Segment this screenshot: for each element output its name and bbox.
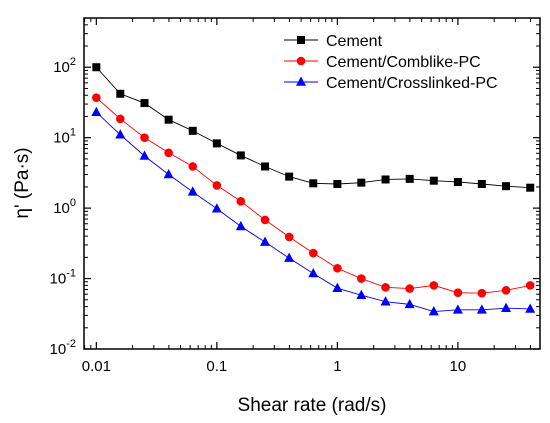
legend-marker-cement	[297, 36, 305, 44]
series-cement-comblike-pc	[92, 93, 535, 298]
series-cement-crosslinked-pc	[91, 106, 536, 316]
data-point-cement-comblike-pc	[92, 93, 101, 102]
y-axis-title: η' (Pa·s)	[12, 147, 33, 218]
data-point-cement-crosslinked-pc	[476, 304, 487, 314]
data-point-cement	[164, 115, 173, 124]
y-tick-exponent: 1	[70, 127, 76, 139]
data-point-cement-crosslinked-pc	[115, 129, 126, 139]
y-tick-label: 10-1	[50, 268, 76, 288]
legend-item-cement: Cement	[284, 33, 383, 50]
data-point-cement-crosslinked-pc	[501, 302, 512, 312]
data-point-cement-crosslinked-pc	[428, 306, 439, 316]
series-line-cement-comblike-pc	[96, 97, 531, 294]
plot-frame	[83, 17, 541, 350]
data-point-cement	[261, 162, 270, 171]
data-point-cement-comblike-pc	[477, 288, 487, 298]
x-tick-label: 1	[333, 358, 341, 375]
data-point-cement	[477, 179, 486, 188]
data-point-cement-crosslinked-pc	[356, 289, 367, 300]
data-point-cement	[526, 183, 535, 192]
y-tick-label: 100	[53, 197, 76, 217]
data-point-cement-comblike-pc	[405, 284, 414, 293]
data-point-cement-crosslinked-pc	[187, 186, 198, 196]
data-point-cement	[116, 89, 125, 98]
legend-label-cement-comblike-pc: Cement/Comblike-PC	[326, 54, 481, 71]
data-point-cement-crosslinked-pc	[452, 304, 463, 314]
series-cement	[92, 63, 535, 192]
y-tick-exponent: 2	[70, 56, 76, 68]
data-point-cement	[309, 179, 318, 188]
data-point-cement	[92, 63, 101, 72]
data-point-cement-crosslinked-pc	[235, 220, 246, 231]
data-point-cement-crosslinked-pc	[308, 267, 319, 278]
data-point-cement	[212, 139, 221, 148]
data-point-cement-comblike-pc	[333, 263, 342, 273]
x-tick-label: 0.1	[206, 358, 227, 375]
data-point-cement	[429, 176, 438, 185]
data-point-cement-comblike-pc	[308, 248, 318, 258]
legend: Cement Cement/Comblike-PC Cement/Crosslink…	[284, 33, 498, 92]
legend-marker-cement-comblike-pc	[296, 56, 306, 66]
x-tick-label: 0.01	[82, 358, 111, 375]
data-point-cement-crosslinked-pc	[91, 106, 102, 116]
data-point-cement	[188, 126, 197, 135]
data-point-cement-comblike-pc	[236, 196, 246, 206]
data-point-cement-crosslinked-pc	[260, 236, 271, 246]
y-tick-label: 10-2	[50, 338, 76, 358]
data-point-cement-crosslinked-pc	[332, 282, 343, 292]
y-tick-base: 10	[53, 130, 70, 147]
data-point-cement-comblike-pc	[357, 274, 366, 283]
data-point-cement-crosslinked-pc	[525, 303, 536, 313]
y-tick-exponent: 0	[70, 197, 76, 209]
data-point-cement-crosslinked-pc	[139, 150, 150, 160]
data-point-cement	[236, 151, 245, 160]
data-point-cement	[502, 182, 511, 191]
y-tick-exponent: -2	[66, 338, 76, 350]
data-point-cement-crosslinked-pc	[163, 169, 174, 179]
data-point-cement-comblike-pc	[212, 181, 222, 190]
legend-label-cement: Cement	[326, 33, 383, 50]
series-layer	[91, 63, 536, 316]
data-point-cement-comblike-pc	[381, 283, 390, 292]
x-tick-label: 10	[450, 358, 467, 375]
legend-label-cement-crosslinked-pc: Cement/Crosslinked-PC	[326, 75, 498, 92]
data-point-cement	[357, 178, 366, 187]
data-point-cement-comblike-pc	[115, 114, 125, 124]
legend-item-cement-crosslinked-pc: Cement/Crosslinked-PC	[284, 75, 498, 92]
y-tick-base: 10	[50, 271, 67, 288]
y-tick-base: 10	[50, 341, 67, 358]
data-point-cement-comblike-pc	[429, 281, 439, 290]
y-tick-exponent: -1	[66, 268, 76, 280]
data-point-cement-crosslinked-pc	[404, 298, 415, 309]
data-point-cement	[140, 99, 149, 108]
y-tick-base: 10	[53, 200, 70, 217]
data-point-cement-crosslinked-pc	[380, 296, 391, 306]
data-point-cement-comblike-pc	[188, 162, 198, 171]
data-point-cement	[333, 179, 342, 188]
data-point-cement-comblike-pc	[260, 215, 270, 225]
data-point-cement-comblike-pc	[525, 281, 535, 290]
x-axis-ticks: 0.01 0.1 1 10	[82, 18, 531, 375]
data-point-cement	[285, 172, 294, 181]
data-point-cement	[381, 175, 390, 184]
data-point-cement-comblike-pc	[140, 133, 149, 142]
legend-marker-cement-crosslinked-pc	[296, 76, 306, 86]
series-line-cement-crosslinked-pc	[96, 111, 531, 313]
data-point-cement	[405, 174, 414, 183]
data-point-cement-crosslinked-pc	[284, 252, 295, 262]
data-point-cement-crosslinked-pc	[211, 203, 222, 213]
data-point-cement	[453, 177, 462, 186]
x-axis-title: Shear rate (rad/s)	[238, 395, 387, 416]
data-point-cement-comblike-pc	[453, 288, 463, 297]
data-point-cement-comblike-pc	[164, 148, 173, 158]
data-point-cement-comblike-pc	[284, 232, 294, 242]
y-tick-base: 10	[53, 59, 70, 76]
legend-item-cement-comblike-pc: Cement/Comblike-PC	[284, 54, 481, 71]
y-tick-label: 101	[53, 127, 76, 147]
y-tick-label: 102	[53, 56, 76, 76]
data-point-cement-comblike-pc	[501, 286, 511, 295]
